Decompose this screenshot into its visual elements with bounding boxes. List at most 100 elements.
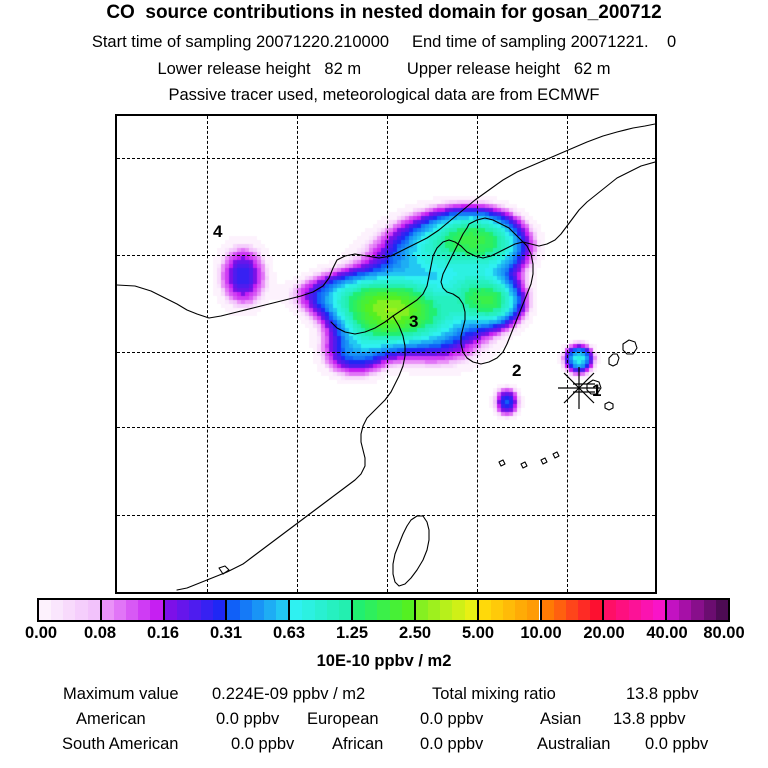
- colorbar-segment-4: [290, 600, 354, 620]
- release-height-line: Lower release height 82 m Upper release …: [157, 60, 611, 78]
- colorbar-step: [338, 600, 352, 620]
- colorbar-step: [188, 600, 202, 620]
- colorbar-step: [604, 600, 617, 620]
- colorbar-step: [652, 600, 666, 620]
- region-value-south-american: 0.0 ppbv: [231, 735, 295, 753]
- coastline-overlay: [117, 123, 655, 591]
- colorbar-step: [541, 600, 554, 620]
- gridline-horizontal-2: [117, 352, 655, 353]
- colorbar-step: [428, 600, 441, 620]
- colorbar-gradient: [37, 598, 730, 622]
- colorbar-step: [126, 600, 139, 620]
- gridline-horizontal-1: [117, 255, 655, 256]
- colorbar-segment-10: [667, 600, 728, 620]
- colorbar-step: [213, 600, 226, 620]
- colorbar-step: [401, 600, 414, 620]
- colorbar-step: [478, 600, 491, 620]
- colorbar-tick-2: 0.16: [146, 624, 180, 642]
- colorbar-step: [464, 600, 477, 620]
- region-label-australian: Australian: [537, 735, 611, 753]
- colorbar-step: [101, 600, 114, 620]
- tracer-meteorology-line: Passive tracer used, meteorological data…: [168, 86, 600, 104]
- colorbar-step: [703, 600, 716, 620]
- colorbar-tick-11: 80.00: [703, 624, 745, 642]
- colorbar-unit-label: 10E-10 ppbv / m2: [316, 652, 452, 670]
- colorbar-step: [440, 600, 453, 620]
- site-label-3: 3: [409, 312, 419, 331]
- colorbar-step: [577, 600, 591, 620]
- colorbar-step: [251, 600, 264, 620]
- gridline-vertical-1: [297, 116, 298, 592]
- map-panel[interactable]: 1 2 3 4: [115, 114, 657, 594]
- region-value-asian: 13.8 ppbv: [613, 710, 686, 728]
- region-label-american: American: [76, 710, 146, 728]
- colorbar-step: [353, 600, 366, 620]
- colorbar-segment-7: [478, 600, 542, 620]
- colorbar[interactable]: [37, 598, 730, 622]
- colorbar-step: [113, 600, 127, 620]
- map-gridlines: [117, 116, 655, 592]
- colorbar-tick-0: 0.00: [24, 624, 58, 642]
- colorbar-step: [63, 600, 76, 620]
- site-label-4: 4: [213, 222, 223, 241]
- gridline-vertical-0: [207, 116, 208, 592]
- gridline-vertical-4: [567, 116, 568, 592]
- total-ratio-value: 13.8 ppbv: [626, 685, 699, 703]
- colorbar-step: [640, 600, 653, 620]
- colorbar-step: [290, 600, 303, 620]
- region-label-european: European: [307, 710, 379, 728]
- colorbar-step: [75, 600, 88, 620]
- colorbar-step: [527, 600, 540, 620]
- total-ratio-label: Total mixing ratio: [432, 685, 556, 703]
- concentration-heatmap: [117, 116, 655, 592]
- colorbar-step: [415, 600, 429, 620]
- region-label-asian: Asian: [540, 710, 582, 728]
- colorbar-segment-5: [353, 600, 416, 620]
- stats-row-2: South American 0.0 ppbv African 0.0 ppbv…: [0, 735, 768, 759]
- colorbar-step: [201, 600, 214, 620]
- colorbar-step: [87, 600, 100, 620]
- region-value-american: 0.0 ppbv: [216, 710, 280, 728]
- region-value-european: 0.0 ppbv: [420, 710, 484, 728]
- page-title: CO source contributions in nested domain…: [106, 2, 662, 23]
- colorbar-tick-1: 0.08: [83, 624, 117, 642]
- colorbar-tick-6: 2.50: [398, 624, 432, 642]
- colorbar-segment-6: [415, 600, 479, 620]
- colorbar-step: [691, 600, 704, 620]
- colorbar-tick-9: 20.00: [583, 624, 625, 642]
- colorbar-step: [138, 600, 151, 620]
- colorbar-step: [377, 600, 390, 620]
- colorbar-step: [39, 600, 52, 620]
- colorbar-step: [679, 600, 692, 620]
- stats-row-1: American 0.0 ppbv European 0.0 ppbv Asia…: [0, 710, 768, 734]
- gridline-vertical-2: [387, 116, 388, 592]
- colorbar-segment-1: [101, 600, 165, 620]
- colorbar-tick-10: 40.00: [646, 624, 688, 642]
- colorbar-step: [565, 600, 578, 620]
- site-label-2: 2: [512, 361, 522, 380]
- colorbar-step: [389, 600, 402, 620]
- gridline-horizontal-4: [117, 515, 655, 516]
- colorbar-step: [515, 600, 528, 620]
- colorbar-tick-4: 0.63: [272, 624, 306, 642]
- colorbar-step: [176, 600, 189, 620]
- max-value-value: 0.224E-09 ppbv / m2: [212, 685, 366, 703]
- gridline-vertical-3: [477, 116, 478, 592]
- gridline-horizontal-0: [117, 158, 655, 159]
- colorbar-step: [314, 600, 327, 620]
- colorbar-step: [302, 600, 315, 620]
- region-value-african: 0.0 ppbv: [420, 735, 484, 753]
- colorbar-step: [263, 600, 277, 620]
- colorbar-step: [490, 600, 503, 620]
- colorbar-segment-8: [541, 600, 605, 620]
- region-value-australian: 0.0 ppbv: [645, 735, 709, 753]
- colorbar-tick-3: 0.31: [209, 624, 243, 642]
- colorbar-tick-5: 1.25: [335, 624, 369, 642]
- colorbar-step: [452, 600, 465, 620]
- colorbar-step: [590, 600, 603, 620]
- colorbar-step: [503, 600, 516, 620]
- colorbar-step: [715, 600, 728, 620]
- colorbar-tick-7: 5.00: [461, 624, 495, 642]
- sampling-time-line: Start time of sampling 20071220.210000 E…: [91, 33, 677, 51]
